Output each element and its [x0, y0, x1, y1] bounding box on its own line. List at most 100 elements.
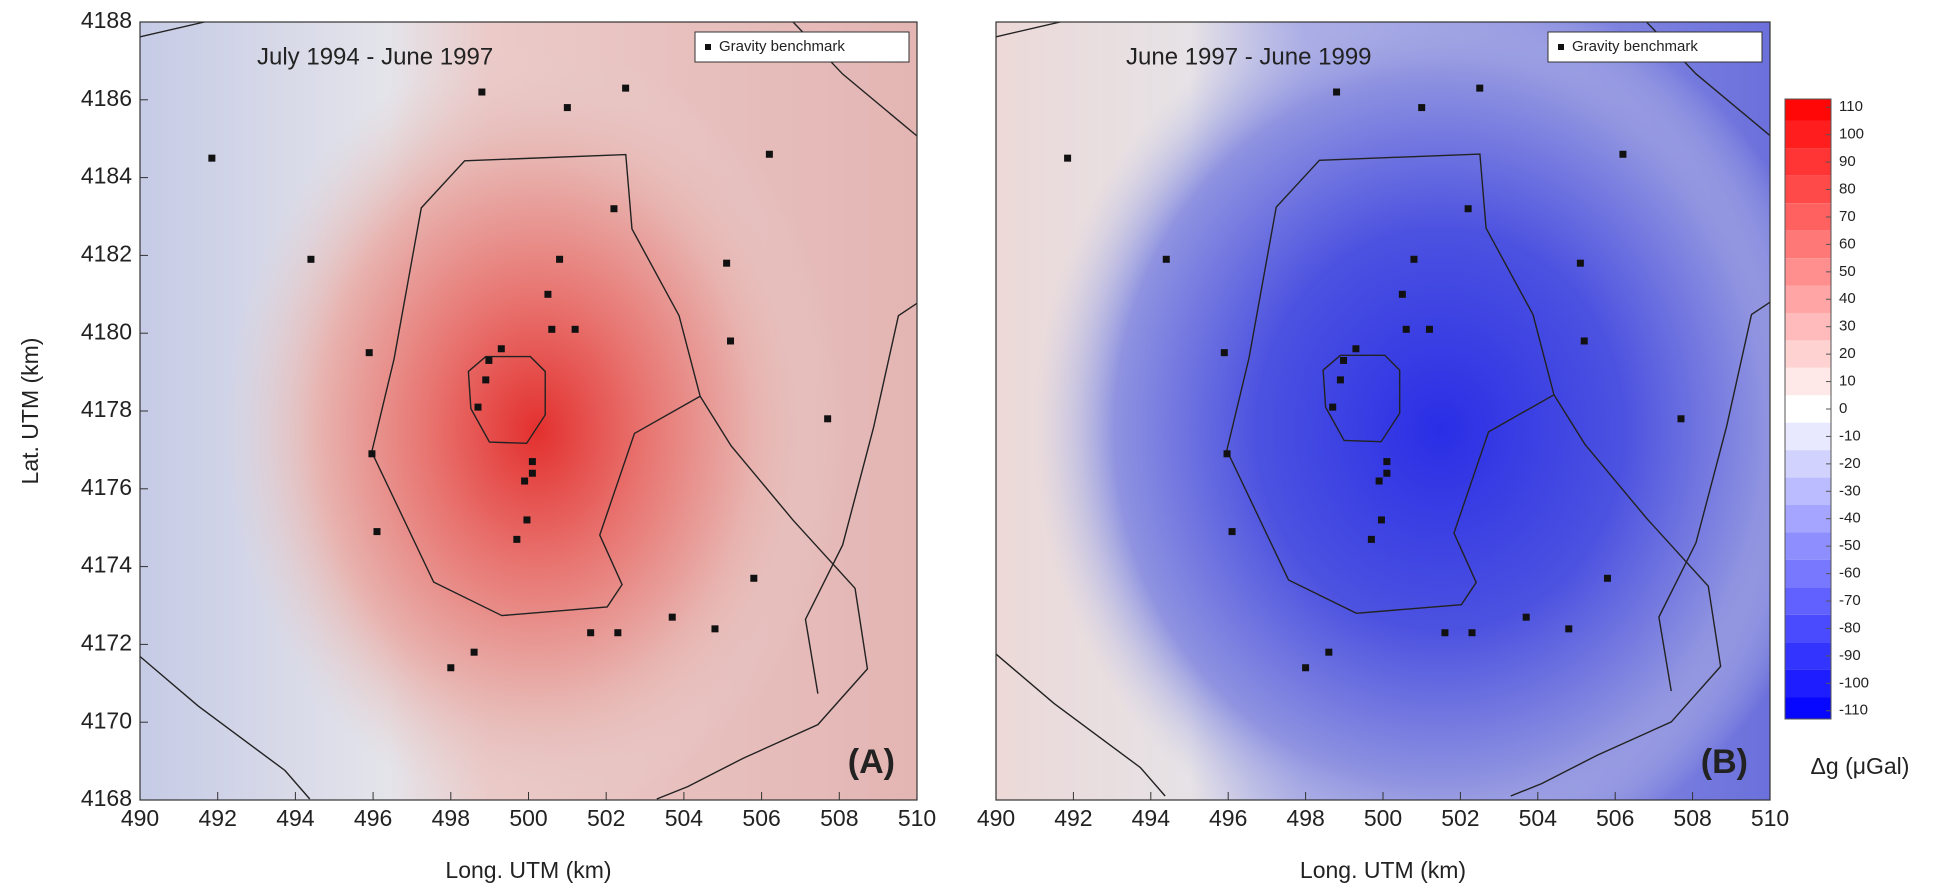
contour-line [996, 12, 1116, 37]
benchmark-point [521, 477, 529, 485]
benchmark-point [1441, 629, 1449, 637]
panel-label: (B) [1701, 743, 1748, 781]
benchmark-point [470, 648, 478, 656]
benchmark-point [1576, 259, 1584, 267]
benchmark-point [513, 535, 521, 543]
benchmark-point [307, 255, 315, 263]
y-tick-label: 4176 [81, 474, 132, 500]
benchmark-point [1464, 205, 1472, 213]
benchmark-point [1383, 469, 1391, 477]
x-axis-label: Long. UTM (km) [1300, 857, 1466, 883]
colorbar-tick-label: -70 [1839, 592, 1861, 609]
y-tick-label: 4188 [81, 7, 132, 33]
benchmark-point [482, 376, 490, 384]
colorbar-bin [1785, 450, 1831, 478]
x-tick-label: 502 [587, 805, 625, 831]
x-tick-label: 496 [1209, 805, 1247, 831]
contour-line [1323, 355, 1400, 441]
benchmark-point [587, 629, 595, 637]
benchmark-point [668, 613, 676, 621]
x-tick-label: 508 [1673, 805, 1711, 831]
benchmark-point [614, 629, 622, 637]
benchmark-point [1302, 664, 1310, 672]
colorbar-tick-label: -60 [1839, 565, 1861, 582]
panel-title: July 1994 - June 1997 [257, 43, 493, 70]
colorbar-tick-label: 80 [1839, 180, 1856, 197]
colorbar-tick-label: 40 [1839, 290, 1856, 307]
x-tick-label: 502 [1441, 805, 1479, 831]
x-tick-label: 498 [1286, 805, 1324, 831]
benchmark-point [1340, 356, 1348, 364]
x-axis-label: Long. UTM (km) [445, 857, 611, 883]
x-tick-label: 490 [977, 805, 1015, 831]
benchmark-point [447, 664, 455, 672]
contours [140, 12, 917, 799]
y-tick-label: 4172 [81, 629, 132, 655]
benchmark-point [1418, 104, 1426, 112]
anomaly-field [1033, 22, 1770, 800]
colorbar-bin [1785, 285, 1831, 313]
benchmark-point [368, 450, 376, 458]
benchmark-point [563, 104, 571, 112]
x-tick-label: 506 [742, 805, 780, 831]
benchmark-point [723, 259, 731, 267]
colorbar-bin [1785, 148, 1831, 176]
colorbar-tick-label: -30 [1839, 482, 1861, 499]
benchmark-point [571, 325, 579, 333]
colorbar-tick-label: -110 [1839, 702, 1868, 719]
benchmark-point [548, 325, 556, 333]
colorbar-tick-label: -100 [1839, 674, 1869, 691]
benchmark-point [1220, 349, 1228, 357]
benchmark-point [1329, 403, 1337, 411]
colorbar-bin [1785, 230, 1831, 259]
colorbar-bin [1785, 587, 1831, 615]
colorbar-tick-label: -50 [1839, 537, 1861, 554]
benchmark-point [1580, 337, 1588, 345]
benchmark-point [1425, 325, 1433, 333]
colorbar-bin [1785, 505, 1831, 533]
y-tick-label: 4184 [81, 163, 132, 189]
colorbar-bin [1785, 642, 1831, 670]
colorbar-tick-label: 70 [1839, 208, 1856, 225]
benchmark-point [1333, 88, 1341, 96]
legend-marker [1558, 44, 1564, 50]
benchmark-point [727, 337, 735, 345]
contour-line [805, 303, 917, 693]
benchmark-point [1398, 290, 1406, 298]
benchmark-point [365, 349, 373, 357]
contour-line [468, 357, 545, 444]
contour-line [1659, 302, 1770, 691]
colorbar-frame [1784, 98, 1832, 720]
benchmark-point [1367, 535, 1375, 543]
benchmark-point [528, 469, 536, 477]
benchmark-point [1402, 325, 1410, 333]
legend-label: Gravity benchmark [1572, 38, 1698, 55]
benchmark-point [1410, 255, 1418, 263]
benchmark-point [1223, 450, 1231, 458]
y-tick-label: 4180 [81, 318, 132, 344]
colorbar-bin [1785, 367, 1831, 396]
colorbar-bin [1785, 120, 1831, 149]
colorbar-bin [1785, 422, 1831, 451]
colorbar-bin [1785, 340, 1831, 368]
contour-line [996, 654, 1165, 796]
colorbar-tick-label: 50 [1839, 263, 1856, 280]
x-tick-label: 492 [1054, 805, 1092, 831]
x-tick-label: 510 [898, 805, 936, 831]
legend-label: Gravity benchmark [719, 38, 845, 55]
benchmark-point [824, 415, 832, 423]
colorbar-tick-label: -80 [1839, 619, 1861, 636]
colorbar-bin [1785, 697, 1831, 719]
colorbar-bin [1785, 203, 1831, 231]
benchmark-point [208, 154, 216, 162]
legend-marker [705, 44, 711, 50]
y-tick-label: 4186 [81, 85, 132, 111]
map-background [140, 12, 917, 800]
legend-box [1547, 31, 1763, 63]
benchmark-point [1522, 613, 1530, 621]
y-tick-label: 4168 [81, 785, 132, 811]
benchmark-point [765, 150, 773, 158]
colorbar-bin [1785, 669, 1831, 698]
benchmark-point [556, 255, 564, 263]
colorbar-bin [1785, 312, 1831, 341]
